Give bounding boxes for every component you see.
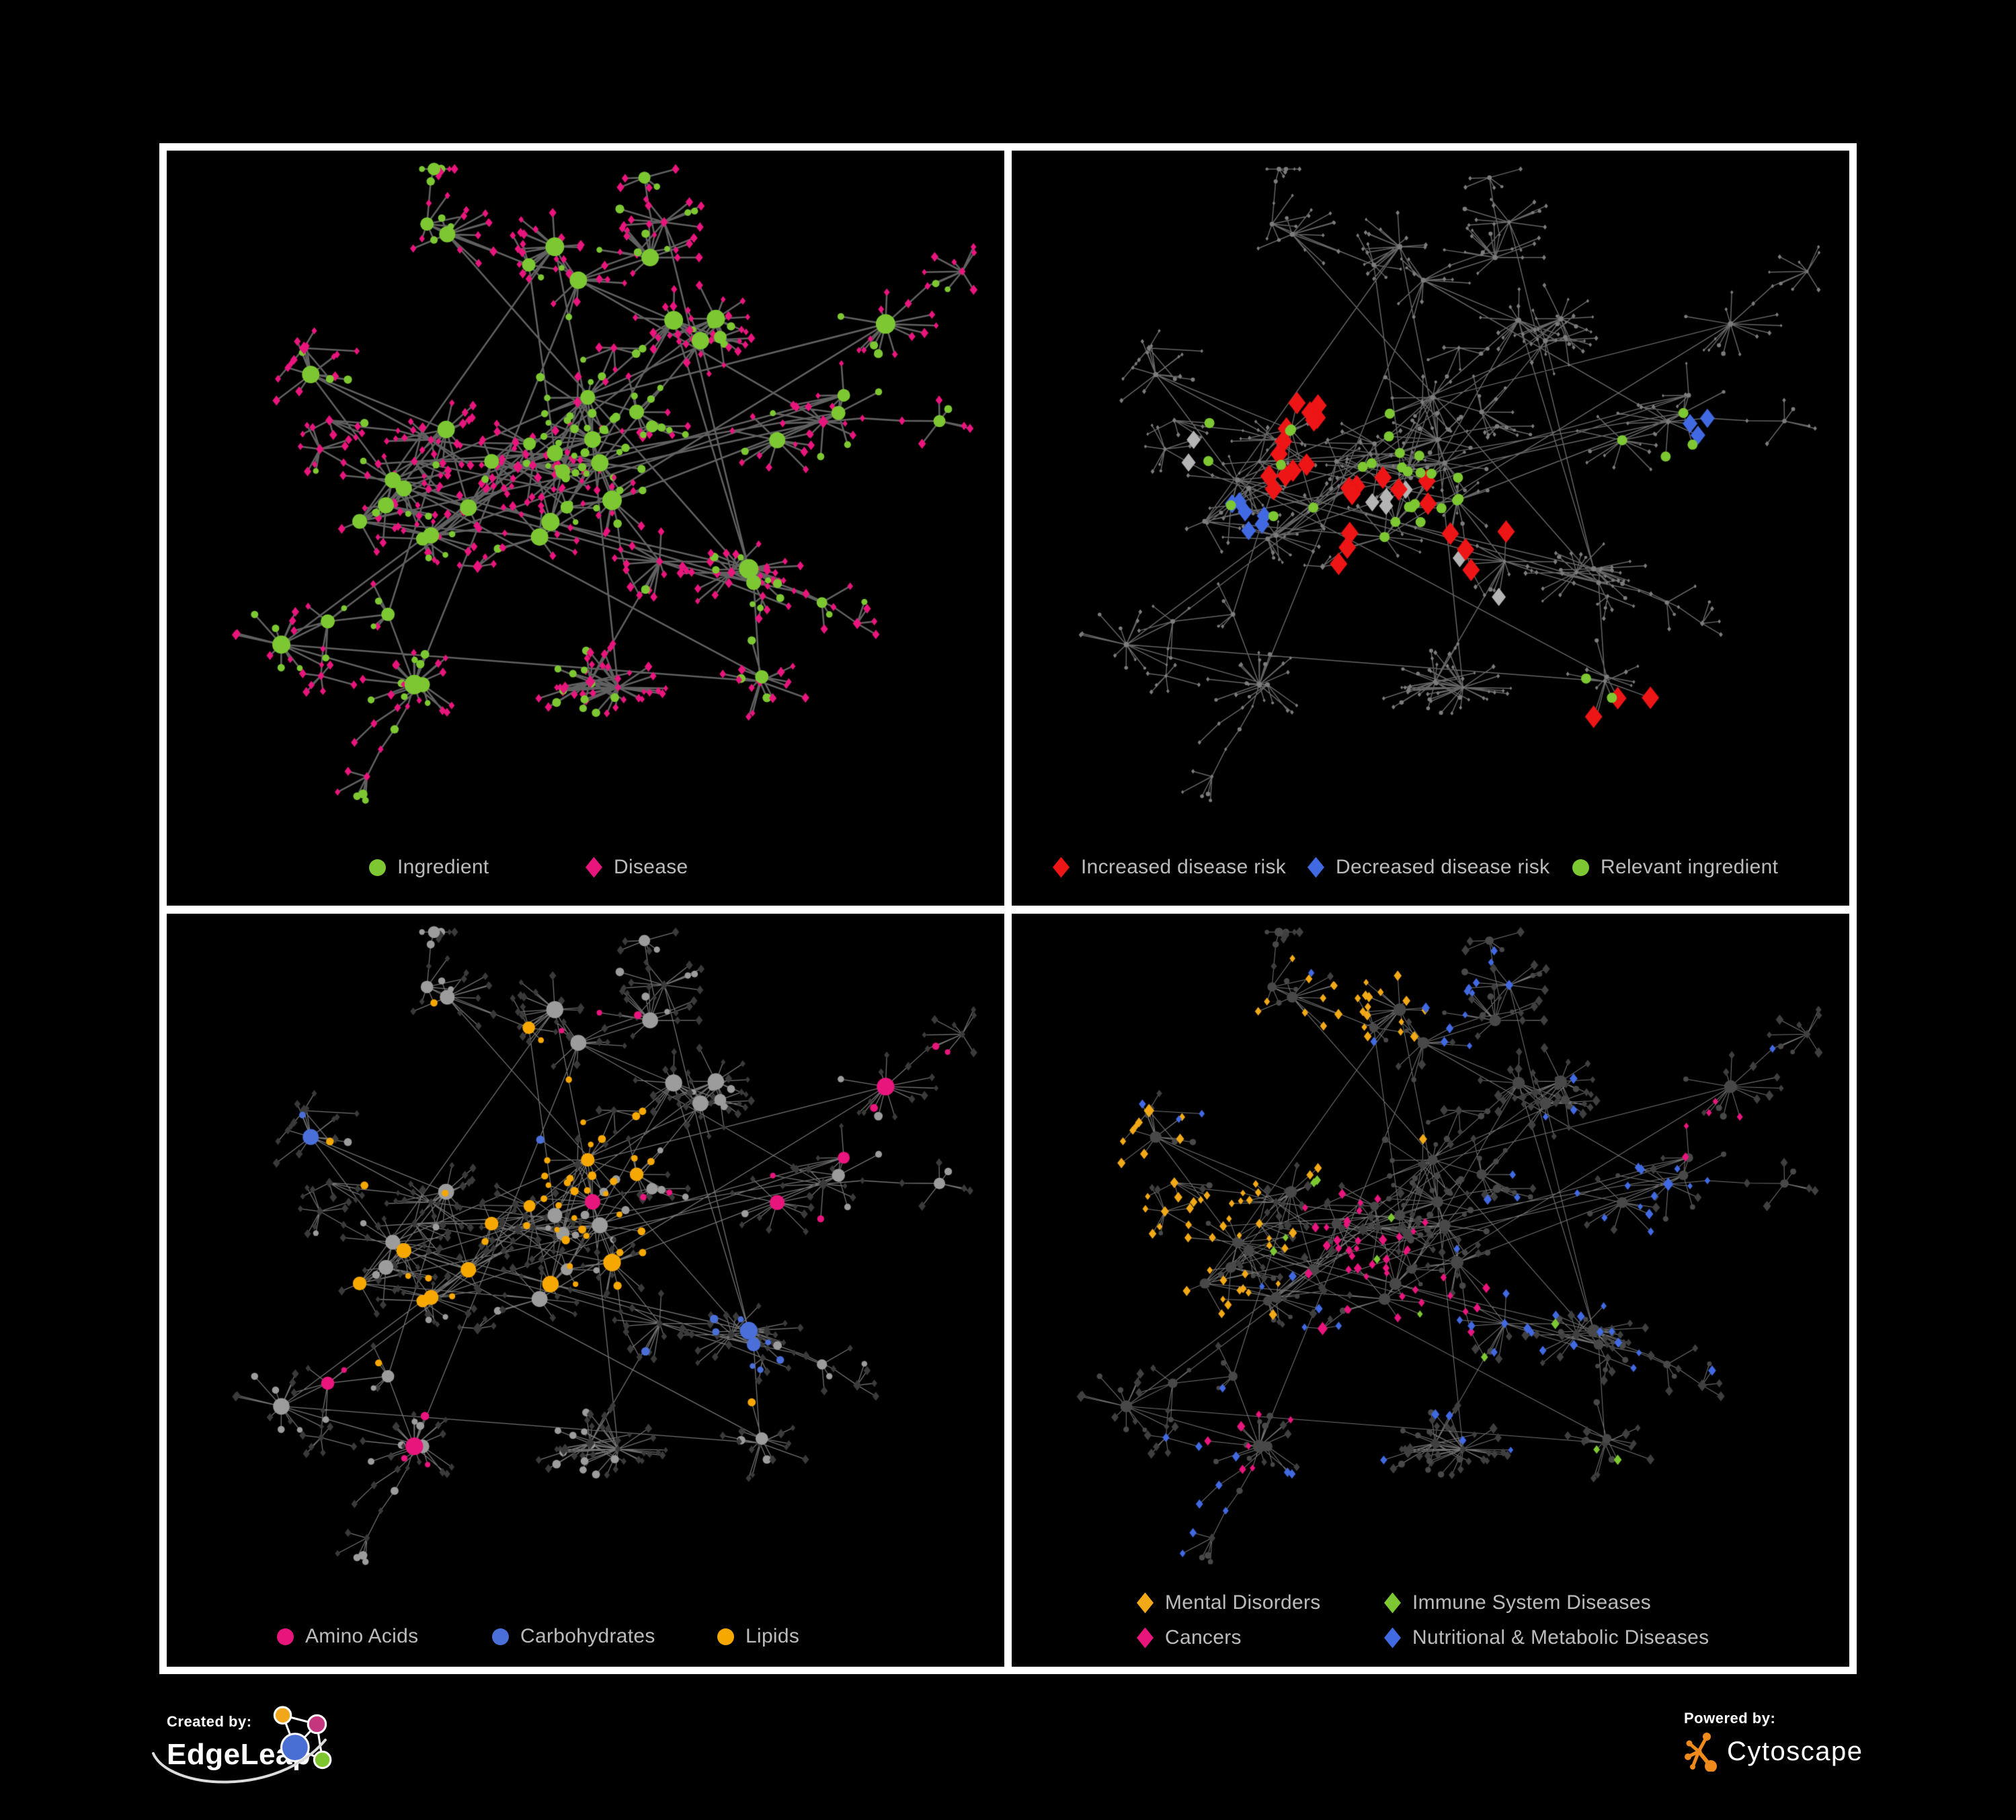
- cytoscape-logo-icon: [1685, 1733, 1717, 1772]
- legend-item-label: Carbohydrates: [520, 1625, 655, 1647]
- circle-marker-icon: [369, 859, 386, 876]
- legend-item-ingredient: Ingredient: [369, 855, 489, 880]
- circle-marker-icon: [1572, 859, 1589, 876]
- diamond-marker-icon: [1384, 1592, 1401, 1614]
- legend-item-decreased-disease-risk: Decreased disease risk: [1307, 855, 1549, 880]
- legend-item-disease: Disease: [586, 855, 688, 880]
- diamond-marker-icon: [1137, 1592, 1154, 1614]
- powered-by-label: Powered by:: [1684, 1710, 1776, 1727]
- circle-marker-icon: [717, 1628, 734, 1645]
- network-canvas-ingredient-disease: [167, 151, 1004, 906]
- legend-item-mental-disorders: Mental Disorders: [1137, 1590, 1321, 1616]
- diamond-marker-icon: [1137, 1627, 1154, 1649]
- diamond-marker-icon: [586, 857, 602, 878]
- legend-item-relevant-ingredient: Relevant ingredient: [1572, 855, 1778, 880]
- panel-ingredient-disease: Ingredient Disease: [167, 151, 1004, 906]
- circle-marker-icon: [492, 1628, 509, 1645]
- legend-disease-risk: Increased disease risk Decreased disease …: [1012, 853, 1849, 880]
- legend-item-label: Disease: [614, 856, 688, 878]
- legend-ingredient-disease: Ingredient Disease: [167, 853, 1004, 880]
- legend-item-label: Increased disease risk: [1081, 856, 1287, 878]
- legend-item-label: Relevant ingredient: [1601, 856, 1779, 878]
- legend-disease-classes: Mental Disorders Immune System Diseases Ca…: [1012, 1589, 1849, 1651]
- diamond-marker-icon: [1053, 857, 1070, 878]
- panel-disease-risk: Increased disease risk Decreased disease …: [1012, 151, 1849, 906]
- legend-item-lipids: Lipids: [717, 1624, 799, 1649]
- legend-item-label: Ingredient: [397, 856, 489, 878]
- panel-ingredient-classes: Amino Acids Carbohydrates Lipids: [167, 914, 1004, 1667]
- created-by-label: Created by:: [167, 1713, 252, 1730]
- legend-item-label: Mental Disorders: [1165, 1591, 1321, 1614]
- grid-divider-horizontal: [159, 906, 1857, 914]
- legend-item-label: Cancers: [1165, 1626, 1242, 1649]
- network-canvas-disease-risk: [1012, 151, 1849, 906]
- legend-item-cancers: Cancers: [1137, 1625, 1242, 1651]
- legend-ingredient-classes: Amino Acids Carbohydrates Lipids: [167, 1622, 1004, 1649]
- legend-item-label: Lipids: [745, 1625, 800, 1647]
- legend-item-carbohydrates: Carbohydrates: [492, 1624, 655, 1649]
- diamond-marker-icon: [1307, 857, 1324, 878]
- cytoscape-logo-text: Cytoscape: [1727, 1736, 1863, 1766]
- legend-item-label: Immune System Diseases: [1412, 1591, 1652, 1614]
- legend-item-immune-system-diseases: Immune System Diseases: [1384, 1590, 1651, 1616]
- legend-item-nutritional-metabolic-diseases: Nutritional & Metabolic Diseases: [1384, 1625, 1709, 1651]
- network-canvas-ingredient-classes: [167, 914, 1004, 1667]
- panel-disease-classes: Mental Disorders Immune System Diseases Ca…: [1012, 914, 1849, 1667]
- powered-by-credit: Powered by: Cytoscape: [1684, 1710, 1863, 1772]
- legend-item-increased-disease-risk: Increased disease risk: [1053, 855, 1286, 880]
- network-canvas-disease-classes: [1012, 914, 1849, 1667]
- legend-item-amino-acids: Amino Acids: [277, 1624, 418, 1649]
- diamond-marker-icon: [1384, 1627, 1401, 1649]
- legend-item-label: Decreased disease risk: [1336, 856, 1550, 878]
- legend-item-label: Nutritional & Metabolic Diseases: [1412, 1626, 1709, 1649]
- created-by-credit: Created by: EdgeLeap: [152, 1706, 332, 1784]
- legend-item-label: Amino Acids: [305, 1625, 419, 1647]
- circle-marker-icon: [277, 1628, 294, 1645]
- edgeleap-logo-icon: [273, 1706, 332, 1770]
